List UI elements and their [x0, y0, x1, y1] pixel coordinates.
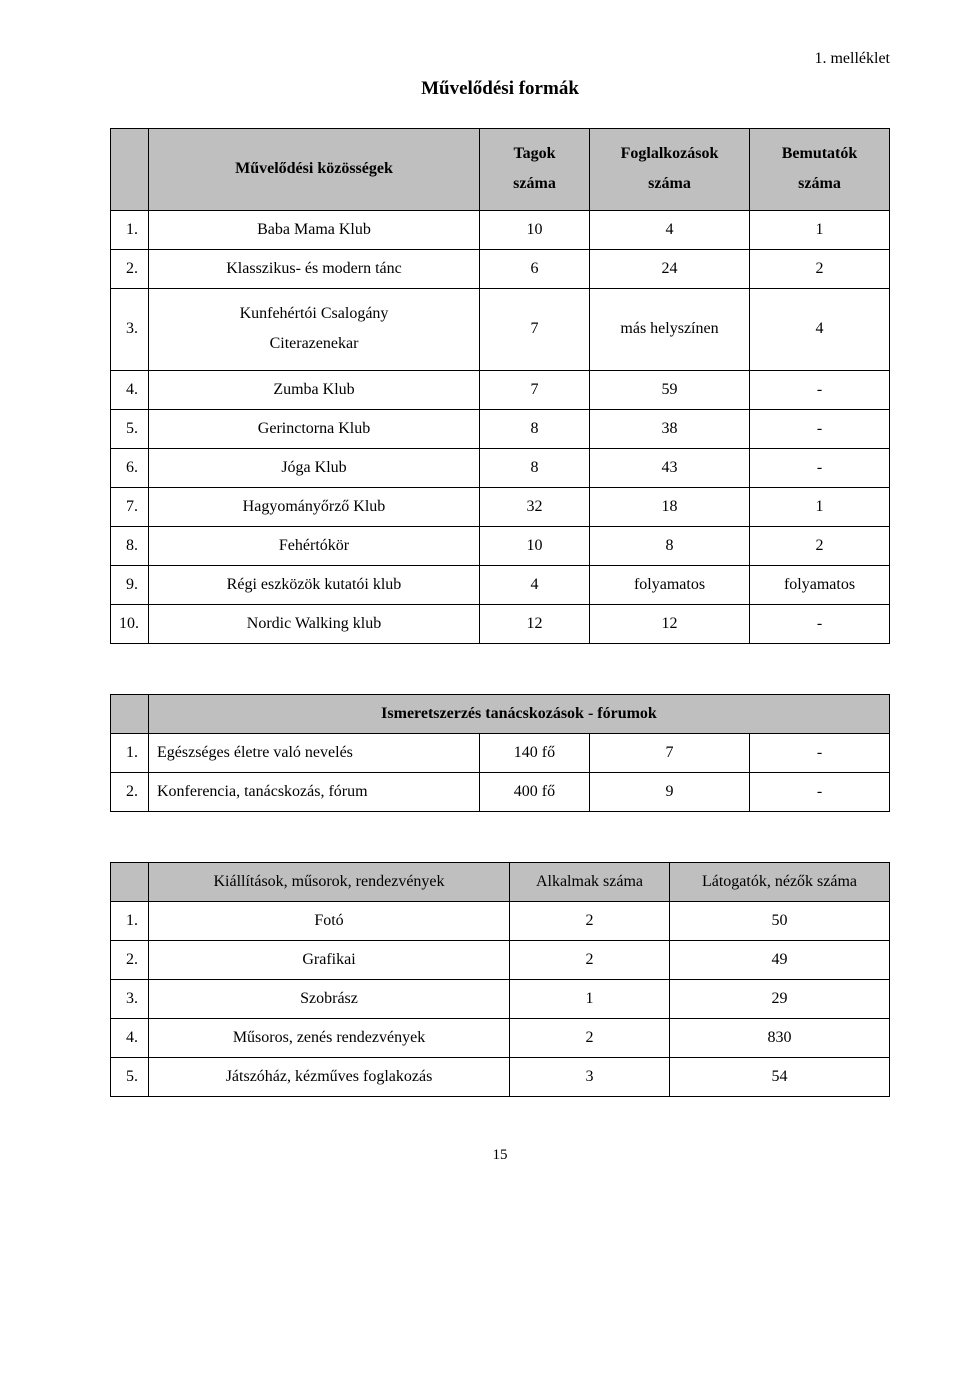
col-header: Alkalmak száma [510, 862, 670, 901]
table-row: 7. Hagyományőrző Klub 32 18 1 [111, 487, 890, 526]
col-header: Foglalkozásokszáma [590, 129, 750, 211]
table-header-row: Ismeretszerzés tanácskozások - fórumok [111, 694, 890, 733]
table-row: 3. Szobrász 1 29 [111, 979, 890, 1018]
table-header-row: Művelődési közösségek Tagokszáma Foglalk… [111, 129, 890, 211]
table-row: 2. Konferencia, tanácskozás, fórum 400 f… [111, 772, 890, 811]
table-row: 1. Baba Mama Klub 10 4 1 [111, 210, 890, 249]
table-row: 2. Klasszikus- és modern tánc 6 24 2 [111, 249, 890, 288]
table-row: 1. Fotó 2 50 [111, 901, 890, 940]
col-header: Látogatók, nézők száma [670, 862, 890, 901]
appendix-label: 1. melléklet [110, 50, 890, 68]
table-row: 8. Fehértókör 10 8 2 [111, 526, 890, 565]
table-row: 4. Műsoros, zenés rendezvények 2 830 [111, 1018, 890, 1057]
table-row: 2. Grafikai 2 49 [111, 940, 890, 979]
table-row: 10. Nordic Walking klub 12 12 - [111, 604, 890, 643]
col-header-span: Ismeretszerzés tanácskozások - fórumok [149, 694, 890, 733]
table-row: 3. Kunfehértói CsalogányCiterazenekar 7 … [111, 288, 890, 370]
col-header: Bemutatókszáma [750, 129, 890, 211]
table-row: 4. Zumba Klub 7 59 - [111, 370, 890, 409]
page-number: 15 [110, 1147, 890, 1164]
table-row: 9. Régi eszközök kutatói klub 4 folyamat… [111, 565, 890, 604]
table-row: 5. Játszóház, kézműves foglakozás 3 54 [111, 1057, 890, 1096]
table-cultural-forms: Művelődési közösségek Tagokszáma Foglalk… [110, 128, 890, 644]
table-knowledge-forums: Ismeretszerzés tanácskozások - fórumok 1… [110, 694, 890, 812]
table-row: 5. Gerinctorna Klub 8 38 - [111, 409, 890, 448]
table-header-row: Kiállítások, műsorok, rendezvények Alkal… [111, 862, 890, 901]
col-header: Tagokszáma [480, 129, 590, 211]
col-header: Művelődési közösségek [149, 129, 480, 211]
col-header: Kiállítások, műsorok, rendezvények [149, 862, 510, 901]
table-row: 6. Jóga Klub 8 43 - [111, 448, 890, 487]
table-row: 1. Egészséges életre való nevelés 140 fő… [111, 733, 890, 772]
page-title: Művelődési formák [110, 78, 890, 100]
table-exhibitions: Kiállítások, műsorok, rendezvények Alkal… [110, 862, 890, 1097]
